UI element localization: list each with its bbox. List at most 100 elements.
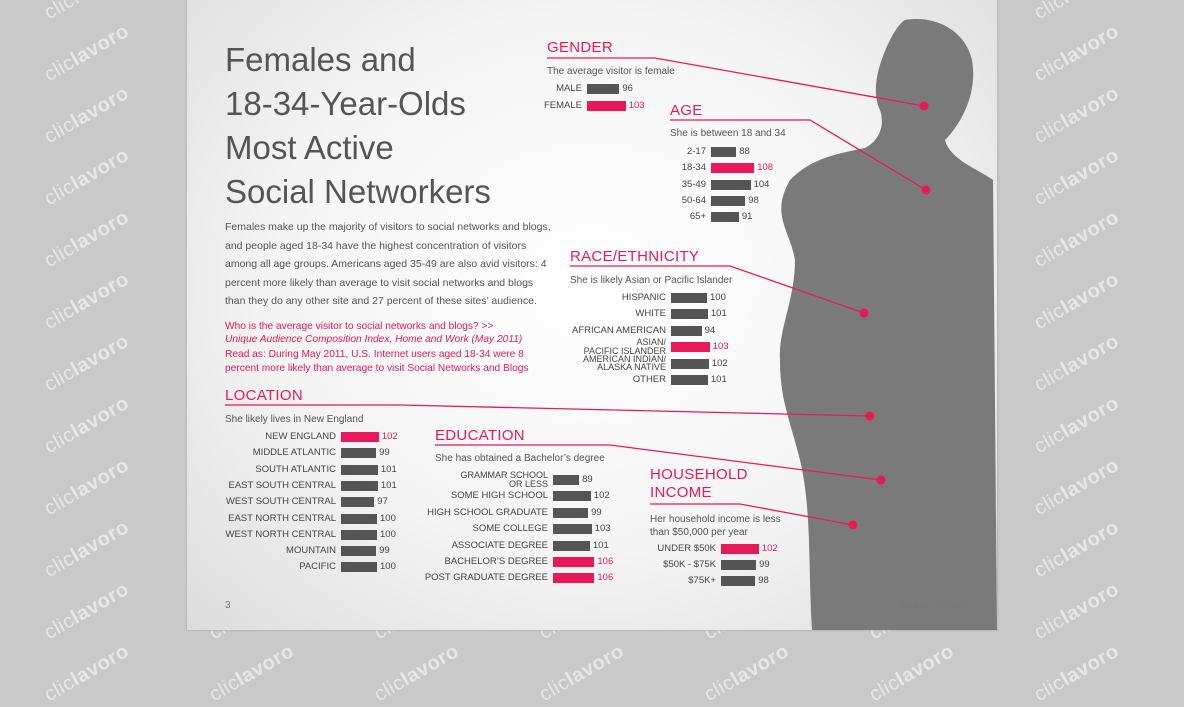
bar-label: MOUNTAIN [286, 545, 336, 557]
question-line: Who is the average visitor to social net… [225, 321, 494, 332]
bar-value: 98 [748, 194, 759, 206]
bar-value: 99 [379, 447, 390, 459]
title-line: Social Networkers [225, 173, 491, 210]
watermark-text: cliclavoro [40, 640, 133, 707]
bar-label: HIGH SCHOOL GRADUATE [427, 506, 548, 518]
bar-label: ASSOCIATE DEGREE [451, 539, 548, 551]
bar-value: 102 [711, 357, 728, 369]
bar [553, 573, 595, 584]
bar-label: NEW ENGLAND [265, 431, 336, 442]
bar [671, 293, 707, 303]
bar [341, 448, 377, 459]
question-subtitle: Unique Audience Composition Index, Home … [225, 334, 523, 345]
bar [711, 212, 739, 223]
bar [711, 163, 755, 174]
bar-value: 100 [380, 561, 396, 573]
bar-label: AMERICAN INDIAN/ALASKA NATIVE [582, 353, 666, 373]
watermark-text: cliclavoro [535, 640, 628, 707]
bar [553, 524, 592, 535]
bar-value: 103 [712, 341, 729, 353]
watermark-text: cliclavoro [865, 640, 958, 707]
bar-value: 96 [622, 83, 633, 94]
bar-value: 99 [379, 545, 390, 557]
connector-lines [225, 57, 927, 526]
bar [553, 507, 589, 518]
bar [671, 375, 708, 385]
intro-paragraph: Females make up the majority of visitors… [225, 221, 551, 307]
bar-value: 102 [761, 543, 778, 554]
title-line: 18-34-Year-Olds [225, 85, 466, 122]
bar [587, 84, 620, 94]
bar-label: MALE [556, 83, 582, 94]
bar-label: 65+ [689, 211, 706, 223]
bar-label: GRAMMAR SCHOOL OR LESS [460, 470, 548, 489]
woman-silhouette [225, 19, 997, 630]
bar-label: EAST SOUTH CENTRAL [228, 479, 336, 491]
bar [711, 179, 751, 190]
bar-value: 94 [704, 324, 716, 336]
bar [341, 529, 377, 540]
bar [341, 497, 375, 508]
gender-subtitle: The average visitor is female [547, 66, 675, 77]
bar-value: 101 [592, 539, 609, 551]
bar [587, 100, 626, 111]
title-line: Most Active [225, 129, 394, 166]
bar [341, 546, 377, 557]
bar-label: OTHER [632, 374, 666, 385]
bar [341, 480, 378, 491]
read-as-note: Read as: During May 2011, U.S. Internet … [225, 349, 529, 374]
bar-value: 101 [380, 479, 397, 491]
bar-value: 106 [597, 572, 614, 584]
bar-label: 18-34 [681, 162, 706, 174]
watermark-text: cliclavoro [1030, 640, 1123, 707]
bar [553, 491, 591, 502]
bar-label: SOME HIGH SCHOOL [450, 490, 548, 502]
bar-label: AFRICAN AMERICAN [572, 324, 666, 336]
question-text: Who is the average visitor to social net… [225, 320, 545, 346]
bar-value: 98 [758, 575, 769, 587]
bar [553, 540, 590, 551]
bar [553, 475, 580, 485]
bar [341, 562, 377, 573]
location-heading: LOCATION [225, 387, 303, 404]
bar [671, 325, 702, 336]
bar-label: WHITE [635, 308, 666, 320]
bar [553, 557, 595, 567]
bar-value: 89 [582, 474, 593, 485]
bar-value: 103 [594, 523, 611, 535]
bar-label: EAST NORTH CENTRAL [228, 512, 336, 524]
bar-label: 50-64 [681, 194, 706, 206]
bar [671, 309, 708, 320]
bar-value: 103 [628, 99, 645, 111]
bar-label: 35-49 [681, 178, 706, 190]
bar-label: $50K - $75K [663, 559, 716, 571]
bar-value: 106 [597, 556, 614, 567]
bar [711, 195, 746, 206]
connector-dots [848, 101, 931, 530]
bar-label: ASIAN/PACIFIC ISLANDER [583, 337, 666, 356]
bar-value: 102 [593, 490, 610, 502]
bar [721, 544, 759, 554]
bar [341, 432, 379, 442]
bar [721, 560, 757, 571]
income-subtitle: Her household income is less than $50,00… [650, 514, 781, 538]
source-note: Source: Nielsen [898, 600, 969, 611]
bar-label: SOUTH ATLANTIC [255, 463, 336, 475]
bar-label: PACIFIC [299, 561, 336, 573]
bar-label: WEST SOUTH CENTRAL [225, 496, 336, 508]
bar-value: 97 [377, 496, 388, 508]
bar-value: 99 [591, 506, 602, 518]
bar-label: 2-17 [686, 146, 706, 157]
page-number: 3 [225, 600, 231, 611]
page-title: Females and 18-34-Year-Olds Most Active … [225, 38, 545, 214]
age-heading: AGE [670, 102, 703, 119]
education-subtitle: She has obtained a Bachelor’s degree [435, 453, 605, 464]
bar-value: 101 [380, 463, 397, 475]
bar-label: SOME COLLEGE [472, 523, 549, 535]
bar-value: 99 [759, 559, 770, 571]
title-line: Females and [225, 41, 416, 78]
bar [341, 464, 378, 475]
race-heading: RACE/ETHNICITY [570, 248, 700, 265]
watermark-text: cliclavoro [205, 640, 298, 707]
gender-heading: GENDER [547, 39, 613, 56]
